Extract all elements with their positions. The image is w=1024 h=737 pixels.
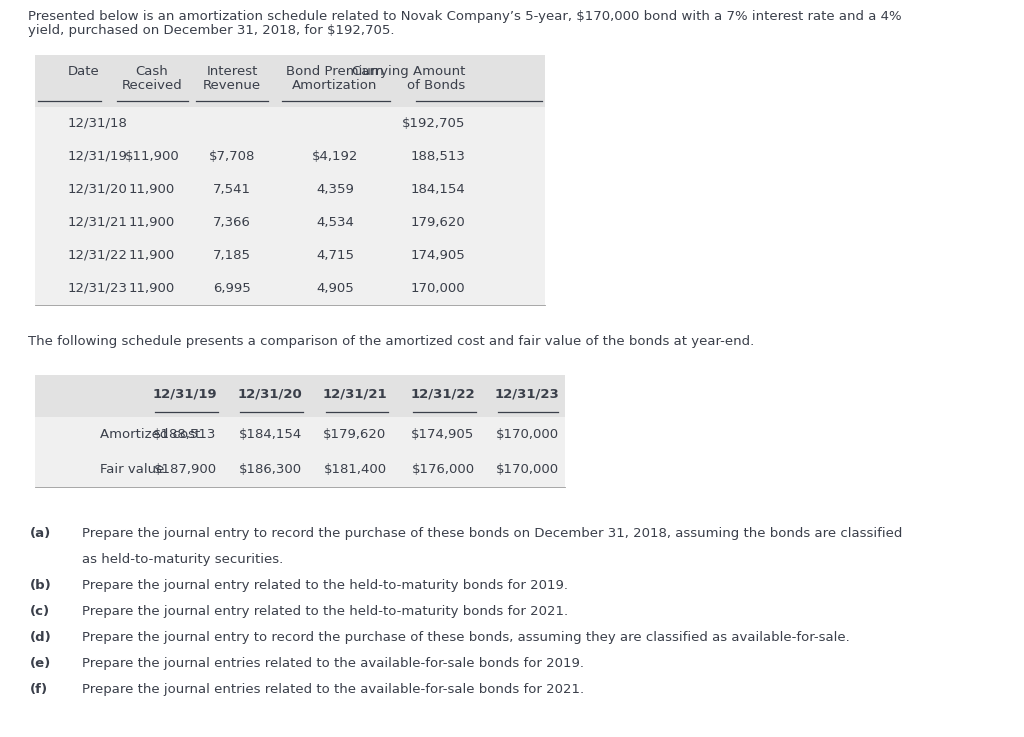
Text: Fair value: Fair value (100, 463, 165, 475)
Text: (e): (e) (30, 657, 51, 670)
Text: 170,000: 170,000 (411, 282, 465, 295)
Text: (a): (a) (30, 527, 51, 540)
Text: Revenue: Revenue (203, 79, 261, 92)
Text: Bond Premium: Bond Premium (286, 65, 384, 78)
Text: 12/31/19: 12/31/19 (153, 387, 217, 400)
Text: 12/31/20: 12/31/20 (238, 387, 302, 400)
Text: 11,900: 11,900 (129, 215, 175, 228)
Text: as held-to-maturity securities.: as held-to-maturity securities. (82, 553, 284, 566)
Text: Date: Date (68, 65, 99, 78)
Text: 11,900: 11,900 (129, 282, 175, 295)
Text: of Bonds: of Bonds (407, 79, 465, 92)
Text: $181,400: $181,400 (324, 463, 387, 475)
Text: 4,715: 4,715 (316, 248, 354, 262)
Text: 174,905: 174,905 (411, 248, 465, 262)
Text: Prepare the journal entries related to the available-for-sale bonds for 2021.: Prepare the journal entries related to t… (82, 683, 584, 696)
Text: 4,534: 4,534 (316, 215, 354, 228)
Bar (35, 107, 545, 305)
Text: yield, purchased on December 31, 2018, for $192,705.: yield, purchased on December 31, 2018, f… (28, 24, 394, 37)
Text: 12/31/18: 12/31/18 (68, 116, 128, 130)
Text: $192,705: $192,705 (401, 116, 465, 130)
Text: (b): (b) (30, 579, 52, 592)
Text: $170,000: $170,000 (496, 463, 558, 475)
Text: The following schedule presents a comparison of the amortized cost and fair valu: The following schedule presents a compar… (28, 335, 755, 348)
Text: $4,192: $4,192 (312, 150, 358, 162)
Text: $184,154: $184,154 (239, 427, 302, 441)
Text: Presented below is an amortization schedule related to Novak Company’s 5-year, $: Presented below is an amortization sched… (28, 10, 901, 23)
Text: 12/31/19: 12/31/19 (68, 150, 128, 162)
Text: Prepare the journal entry related to the held-to-maturity bonds for 2021.: Prepare the journal entry related to the… (82, 605, 568, 618)
Text: Received: Received (122, 79, 182, 92)
Text: $176,000: $176,000 (412, 463, 474, 475)
Text: $11,900: $11,900 (125, 150, 179, 162)
Text: (c): (c) (30, 605, 50, 618)
Text: 12/31/23: 12/31/23 (68, 282, 128, 295)
Text: 4,905: 4,905 (316, 282, 354, 295)
Bar (35, 375, 565, 417)
Text: 6,995: 6,995 (213, 282, 251, 295)
Text: $186,300: $186,300 (239, 463, 301, 475)
Text: (d): (d) (30, 631, 52, 644)
Text: 7,366: 7,366 (213, 215, 251, 228)
Text: Cash: Cash (135, 65, 168, 78)
Text: Prepare the journal entry to record the purchase of these bonds on December 31, : Prepare the journal entry to record the … (82, 527, 902, 540)
Text: 11,900: 11,900 (129, 248, 175, 262)
Text: 7,185: 7,185 (213, 248, 251, 262)
Text: 11,900: 11,900 (129, 183, 175, 195)
Text: $7,708: $7,708 (209, 150, 255, 162)
Text: $174,905: $174,905 (412, 427, 475, 441)
Text: 184,154: 184,154 (411, 183, 465, 195)
Text: Prepare the journal entry related to the held-to-maturity bonds for 2019.: Prepare the journal entry related to the… (82, 579, 568, 592)
Text: $179,620: $179,620 (324, 427, 387, 441)
Text: $170,000: $170,000 (496, 427, 558, 441)
Text: 7,541: 7,541 (213, 183, 251, 195)
Text: Prepare the journal entry to record the purchase of these bonds, assuming they a: Prepare the journal entry to record the … (82, 631, 850, 644)
Text: $188,513: $188,513 (154, 427, 217, 441)
Text: 12/31/21: 12/31/21 (68, 215, 128, 228)
Text: (f): (f) (30, 683, 48, 696)
Text: 12/31/23: 12/31/23 (495, 387, 559, 400)
Text: Amortization: Amortization (292, 79, 378, 92)
Text: 188,513: 188,513 (411, 150, 465, 162)
Text: 12/31/22: 12/31/22 (411, 387, 475, 400)
Text: $187,900: $187,900 (154, 463, 216, 475)
Bar (35, 55, 545, 107)
Text: 179,620: 179,620 (411, 215, 465, 228)
Text: Interest: Interest (206, 65, 258, 78)
Text: 12/31/20: 12/31/20 (68, 183, 128, 195)
Text: 4,359: 4,359 (316, 183, 354, 195)
Text: 12/31/22: 12/31/22 (68, 248, 128, 262)
Text: Amortized cost: Amortized cost (100, 427, 201, 441)
Text: Carrying Amount: Carrying Amount (351, 65, 465, 78)
Text: 12/31/21: 12/31/21 (323, 387, 387, 400)
Text: Prepare the journal entries related to the available-for-sale bonds for 2019.: Prepare the journal entries related to t… (82, 657, 584, 670)
Bar (35, 417, 565, 487)
